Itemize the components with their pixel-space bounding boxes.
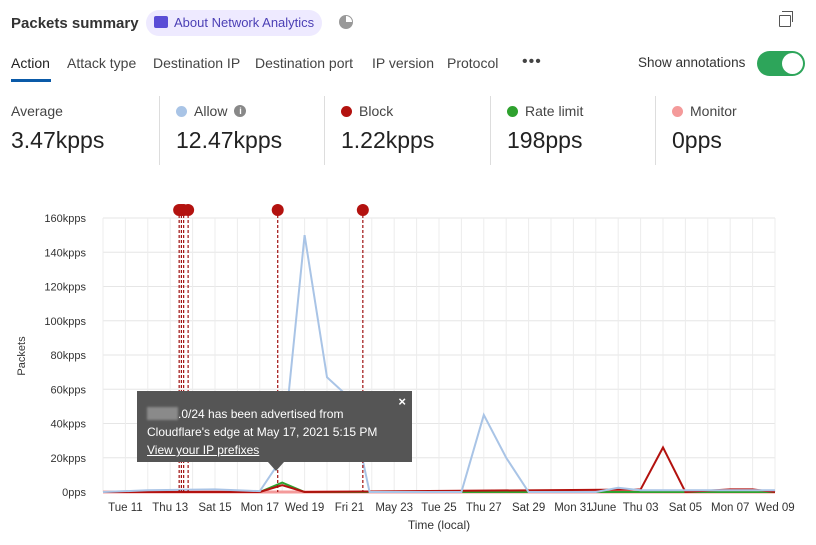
tab-destination-ip[interactable]: Destination IP — [153, 55, 241, 71]
redacted-ip — [147, 407, 178, 420]
y-tick-label: 20kpps — [51, 453, 87, 465]
stat-allow[interactable]: Allow i 12.47kpps — [159, 96, 282, 165]
stat-value: 0pps — [672, 127, 722, 153]
stat-value: 12.47kpps — [176, 127, 283, 153]
y-axis-label: Packets — [16, 336, 28, 376]
x-tick-label: Thu 27 — [466, 502, 502, 514]
annotation-marker[interactable] — [271, 204, 284, 216]
y-tick-label: 40kpps — [51, 419, 87, 431]
y-tick-label: 160kpps — [44, 213, 86, 225]
stat-label: Allow — [194, 103, 228, 119]
x-tick-label: Mon 07 — [711, 502, 749, 514]
book-icon — [154, 16, 168, 28]
page-title: Packets summary — [11, 15, 139, 32]
x-tick-label: Thu 13 — [152, 502, 188, 514]
stat-label: Monitor — [690, 103, 737, 119]
tab-ip-version[interactable]: IP version — [372, 55, 434, 71]
stat-value: 1.22kpps — [341, 127, 435, 153]
x-tick-label: Tue 25 — [421, 502, 456, 514]
tooltip-text-2: Cloudflare's edge at May 17, 2021 5:15 P… — [147, 425, 378, 439]
block-dot-icon — [341, 105, 352, 117]
x-tick-label: Tue 11 — [108, 502, 143, 514]
stat-average: Average 3.47kpps — [0, 96, 104, 165]
stat-rate-limit[interactable]: Rate limit 198pps — [490, 96, 583, 165]
show-annotations-toggle[interactable] — [757, 51, 805, 76]
annotation-tooltip: × .0/24 has been advertised from Cloudfl… — [137, 391, 412, 471]
show-annotations-label: Show annotations — [638, 55, 746, 70]
x-tick-label: Wed 19 — [285, 502, 324, 514]
stat-label: Rate limit — [525, 103, 584, 119]
x-tick-label: Mon 31 — [554, 502, 592, 514]
y-tick-label: 120kpps — [44, 282, 86, 294]
stat-monitor[interactable]: Monitor 0pps — [655, 96, 737, 165]
expand-icon[interactable] — [779, 11, 793, 27]
pie-chart-icon[interactable] — [339, 15, 353, 29]
x-axis-label: Time (local) — [408, 518, 470, 532]
stat-value: 198pps — [507, 127, 583, 153]
tab-protocol[interactable]: Protocol — [447, 55, 499, 71]
about-network-analytics-link[interactable]: About Network Analytics — [146, 10, 323, 36]
tab-destination-port[interactable]: Destination port — [255, 55, 354, 71]
stat-block[interactable]: Block 1.22kpps — [324, 96, 434, 165]
x-tick-label: May 23 — [375, 502, 413, 514]
stat-label: Block — [359, 103, 394, 119]
about-label: About Network Analytics — [174, 15, 315, 30]
close-icon[interactable]: × — [398, 394, 406, 409]
x-tick-label: Thu 03 — [623, 502, 659, 514]
y-tick-label: 0pps — [62, 487, 86, 499]
y-tick-label: 60kpps — [51, 384, 87, 396]
x-tick-label: Sat 15 — [198, 502, 231, 514]
x-tick-label: June — [591, 502, 616, 514]
series-line-allow — [102, 234, 775, 493]
annotation-marker[interactable] — [182, 204, 195, 216]
monitor-dot-icon — [672, 105, 683, 117]
stat-value: 3.47kpps — [11, 127, 105, 153]
more-tabs-button[interactable]: ••• — [522, 53, 542, 70]
stat-label: Average — [11, 103, 63, 119]
tab-action[interactable]: Action — [11, 55, 50, 71]
tab-attack-type[interactable]: Attack type — [67, 55, 137, 71]
x-tick-label: Wed 09 — [755, 502, 794, 514]
info-icon[interactable]: i — [234, 105, 247, 117]
x-tick-label: Fri 21 — [335, 502, 364, 514]
y-tick-label: 140kpps — [44, 247, 86, 259]
tooltip-text: .0/24 has been advertised from — [178, 407, 344, 421]
allow-dot-icon — [176, 105, 187, 117]
x-tick-label: Sat 05 — [669, 502, 702, 514]
x-tick-label: Mon 17 — [241, 502, 279, 514]
active-tab-indicator — [11, 79, 51, 82]
view-ip-prefixes-link[interactable]: View your IP prefixes — [147, 443, 260, 457]
y-tick-label: 100kpps — [44, 316, 86, 328]
annotation-marker[interactable] — [356, 204, 369, 216]
x-tick-label: Sat 29 — [512, 502, 545, 514]
rate-limit-dot-icon — [507, 105, 518, 117]
y-tick-label: 80kpps — [51, 350, 87, 362]
